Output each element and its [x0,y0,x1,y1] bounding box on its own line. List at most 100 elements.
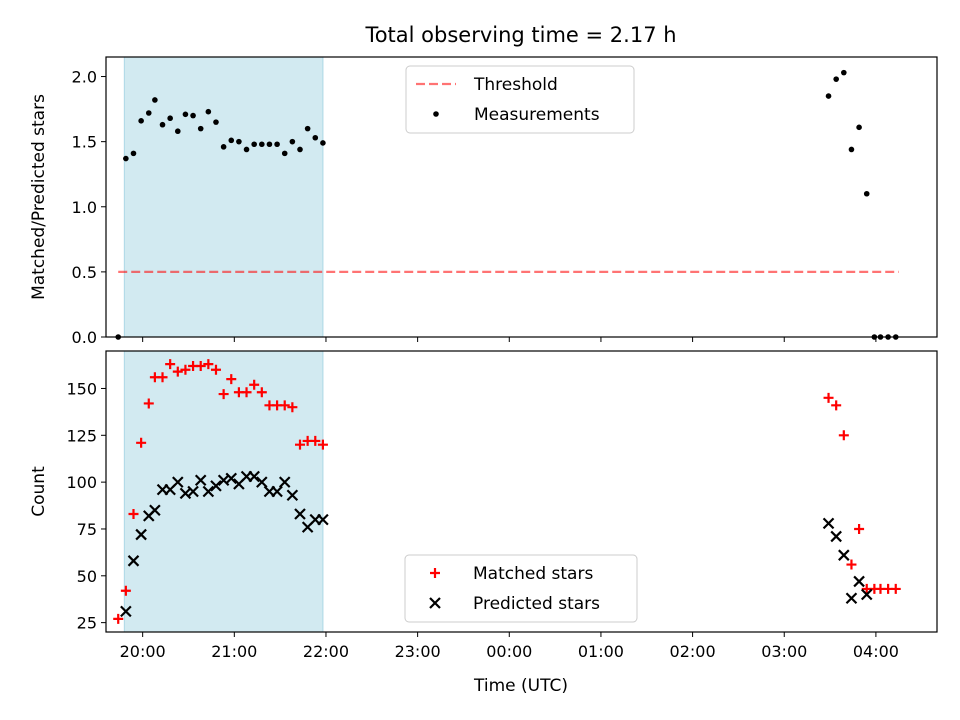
measurement-point [130,150,137,157]
measurement-point [841,69,847,76]
matched-star-point [854,523,865,534]
predicted-star-point [149,504,161,517]
x-tick-label: 21:00 [211,642,257,661]
y-tick-label: 2.0 [72,68,97,87]
predicted-star-point [294,508,306,520]
predicted-star-point [278,476,291,488]
matched-star-point [226,374,237,385]
matched-star-point [172,366,183,377]
measurement-point [825,93,832,99]
matched-star-point [157,372,168,383]
y-tick-label: 1.0 [72,198,97,217]
legend-box [405,65,635,134]
top-axes-frame [105,56,938,338]
x-tick-label: 01:00 [578,642,624,661]
x-axis-label: Time (UTC) [473,676,568,696]
predicted-star-point [286,489,299,502]
matched-star-point [838,430,849,441]
measurement-point [220,144,227,150]
matched-star-point [241,387,252,398]
predicted-star-point [256,476,268,488]
measurement-point [856,124,862,131]
y-tick-label: 1.5 [72,133,97,152]
matched-star-point [890,583,901,594]
predicted-star-point [860,588,873,601]
measurement-point [152,97,158,103]
matched-star-point [256,387,267,398]
predicted-star-point [271,485,283,498]
x-tick-label: 00:00 [486,642,532,661]
y-tick-label: 150 [66,379,97,398]
measurement-point [205,108,212,115]
y-tick-label: 50 [77,567,97,586]
top-panel: 0.00.51.01.52.0 Matched/Predicted stars … [29,56,938,347]
measurement-point [138,118,144,124]
predicted-star-point [120,605,132,618]
predicted-star-point [838,549,850,561]
matched-star-point [317,439,328,450]
matched-star-point [218,389,229,400]
measurement-point [848,146,855,153]
measurement-point [251,141,257,148]
x-tick-label: 03:00 [761,642,807,661]
y-tick-label: 125 [66,426,97,445]
legend-label: Measurements [474,105,600,125]
y-tick-label: 100 [66,473,97,492]
y-tick-label: 25 [77,614,97,633]
measurement-point [259,141,265,148]
predicted-star-point [194,474,207,487]
matched-star-point [831,400,842,411]
legend-predicted-swatch [429,597,441,609]
measurement-point [190,112,196,119]
measurement-point [297,146,303,153]
measurement-point [320,140,326,146]
matched-star-point [143,398,154,409]
measurement-point [182,111,189,118]
legend-matched-swatch [430,568,440,578]
top-y-ticks: 0.0 0.5 1.0 1.5 2.0 [72,68,106,347]
measurement-point [243,146,250,153]
figure-title: Total observing time = 2.17 h [364,23,676,47]
matched-star-point [195,360,206,371]
measurement-point [174,128,181,135]
predicted-star-point [127,555,140,567]
bottom-legend: Matched stars Predicted stars [404,554,638,623]
y-tick-label: 0.0 [72,328,97,347]
predicted-star-point [187,485,199,498]
bottom-x-ticks: 20:00 21:00 22:00 23:00 00:00 01:00 02:00 03:00… [120,632,899,661]
legend-box [404,554,638,623]
matched-star-point [180,364,191,375]
measurement-point [167,115,173,122]
x-tick-label: 04:00 [853,642,899,661]
observing-window-shade-top [123,56,324,338]
predicted-star-point [172,476,184,488]
matched-star-point [823,392,834,403]
predicted-star-point [830,530,842,543]
predicted-star-point [135,528,147,541]
predicted-star-point [822,517,835,530]
bottom-y-ticks: 25 50 75 100 125 150 [66,379,106,633]
top-x-ticks [142,337,877,342]
measurement-point [863,190,870,197]
measurement-point [228,137,235,144]
legend-label: Predicted stars [473,594,600,614]
matched-star-point [120,585,131,596]
matched-star-point [113,613,124,624]
count-points [113,359,901,624]
matched-star-point [128,508,139,519]
y-tick-label: 0.5 [72,263,97,282]
matched-star-point [310,435,321,446]
measurement-points [115,69,899,340]
measurement-point [304,125,311,132]
measurement-point [123,155,129,162]
bottom-y-axis-label: Count [29,466,49,517]
matched-star-point [846,559,857,570]
y-tick-label: 75 [77,520,97,539]
measurement-point [833,76,839,82]
top-y-axis-label: Matched/Predicted stars [29,94,49,300]
x-tick-label: 20:00 [120,642,166,661]
predicted-star-point [202,485,215,498]
predicted-star-point [845,592,858,605]
legend-measurement-swatch [433,111,439,117]
legend-label: Threshold [473,75,558,95]
